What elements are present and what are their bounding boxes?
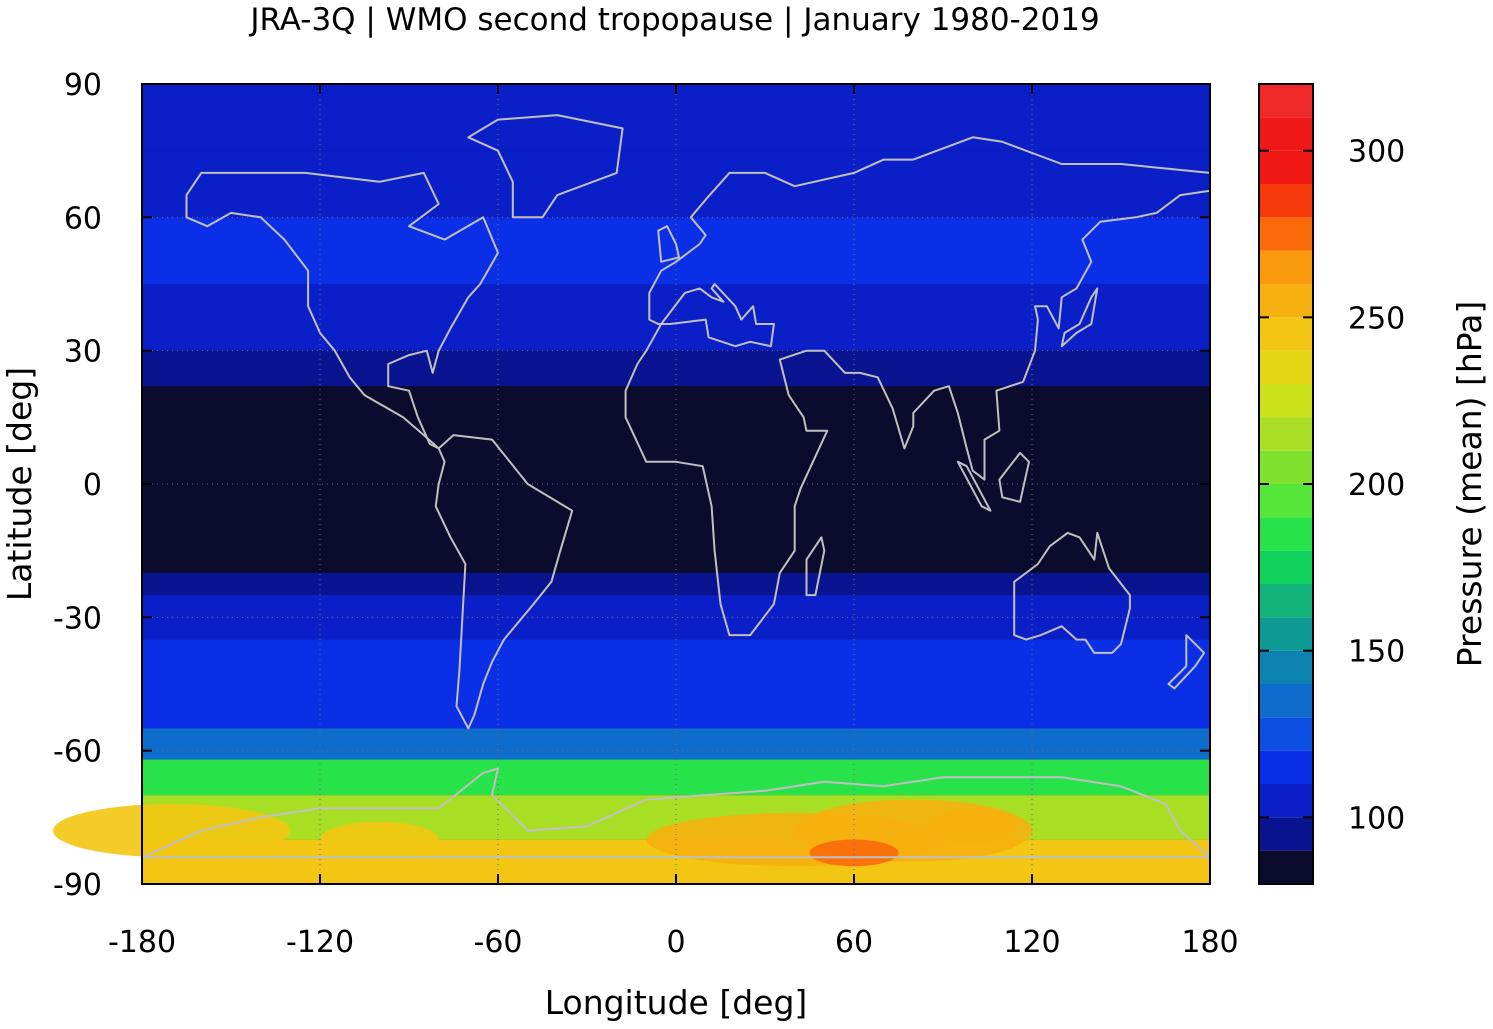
x-tick-label: 120 — [1003, 925, 1060, 960]
colorbar-tick-label: 200 — [1348, 468, 1405, 503]
x-tick-label: 180 — [1181, 925, 1238, 960]
x-tick-label: -180 — [108, 925, 176, 960]
colorbar-segment — [1259, 184, 1313, 218]
x-tick-label: 60 — [835, 925, 873, 960]
colorbar-segment — [1259, 417, 1313, 451]
colorbar-segment — [1259, 84, 1313, 118]
grid-lines — [142, 84, 1210, 884]
colorbar-tick-label: 300 — [1348, 135, 1405, 170]
colorbar-tick-label: 100 — [1348, 801, 1405, 836]
coastline-australia — [1013, 531, 1131, 654]
colorbar-segment — [1259, 117, 1313, 151]
y-tick-label: 90 — [64, 68, 102, 103]
x-tick-label: -60 — [474, 925, 523, 960]
colorbar-tick-label: 150 — [1348, 635, 1405, 670]
colorbar-segment — [1259, 317, 1313, 351]
high-pressure-patch-4 — [809, 839, 899, 867]
high-pressure-patch-5 — [928, 808, 1018, 844]
chart-title: JRA-3Q | WMO second tropopause | January… — [248, 2, 1099, 38]
coastline-british-isles — [657, 225, 680, 263]
colorbar-segment — [1259, 550, 1313, 584]
coastline-antarctica — [141, 767, 1211, 859]
colorbar-segment — [1259, 784, 1313, 818]
colorbar-segment — [1259, 284, 1313, 318]
coastline-africa-eurasia — [624, 136, 1211, 637]
y-tick-label: 0 — [83, 468, 102, 503]
y-axis-ticks: 90 60 30 0 -30 -60 -90 — [53, 68, 1210, 903]
colorbar-segment — [1259, 584, 1313, 618]
y-tick-label: 60 — [64, 201, 102, 236]
y-tick-label: -30 — [53, 601, 102, 636]
colorbar-segment — [1259, 517, 1313, 551]
x-tick-label: -120 — [286, 925, 354, 960]
colorbar-segment — [1259, 850, 1313, 884]
colorbar-ticks: 100 150 200 250 300 — [1259, 135, 1405, 836]
x-axis-ticks: -180 -120 -60 0 60 120 180 — [108, 84, 1239, 960]
pressure-band-2 — [142, 217, 1210, 284]
high-pressure-patch-1 — [320, 821, 439, 858]
colorbar-tick-label: 250 — [1348, 301, 1405, 336]
coastline-south-america — [434, 434, 574, 730]
y-tick-label: -90 — [53, 868, 102, 903]
high-pressure-patch-0 — [53, 804, 291, 858]
colorbar-segment — [1259, 450, 1313, 484]
colorbar-segment — [1259, 717, 1313, 751]
coastline-borneo — [998, 451, 1030, 503]
y-tick-label: -60 — [53, 735, 102, 770]
pressure-band-4 — [142, 350, 1210, 387]
pressure-band-9 — [142, 684, 1210, 729]
colorbar-label: Pressure (mean) [hPa] — [1450, 301, 1489, 668]
pressure-band-8 — [142, 639, 1210, 684]
colorbar-segment — [1259, 617, 1313, 651]
coastline-sumatra — [956, 460, 992, 512]
antarctic-high-pressure-patches — [53, 799, 1032, 867]
colorbar-segment — [1259, 384, 1313, 418]
plot-area — [53, 83, 1211, 885]
colorbar-segment — [1259, 817, 1313, 851]
colorbar-segment — [1259, 684, 1313, 718]
colorbar-segment — [1259, 150, 1313, 184]
colorbar-segment — [1259, 484, 1313, 518]
x-tick-label: 0 — [666, 925, 685, 960]
coastline-new-zealand — [1167, 634, 1206, 690]
coastline-north-america — [185, 171, 499, 450]
colorbar-segment — [1259, 350, 1313, 384]
coastline-japan — [1060, 287, 1099, 348]
y-tick-label: 30 — [64, 335, 102, 370]
colorbar-segment — [1259, 217, 1313, 251]
colorbar-segment — [1259, 750, 1313, 784]
coastlines — [141, 114, 1211, 859]
colorbar-segment — [1259, 250, 1313, 284]
colorbar — [1258, 83, 1314, 885]
colorbar-segment — [1259, 650, 1313, 684]
coastline-greenland — [467, 114, 624, 219]
x-axis-label: Longitude [deg] — [545, 983, 808, 1022]
y-axis-label: Latitude [deg] — [0, 367, 39, 601]
coastline-madagascar — [805, 536, 826, 597]
